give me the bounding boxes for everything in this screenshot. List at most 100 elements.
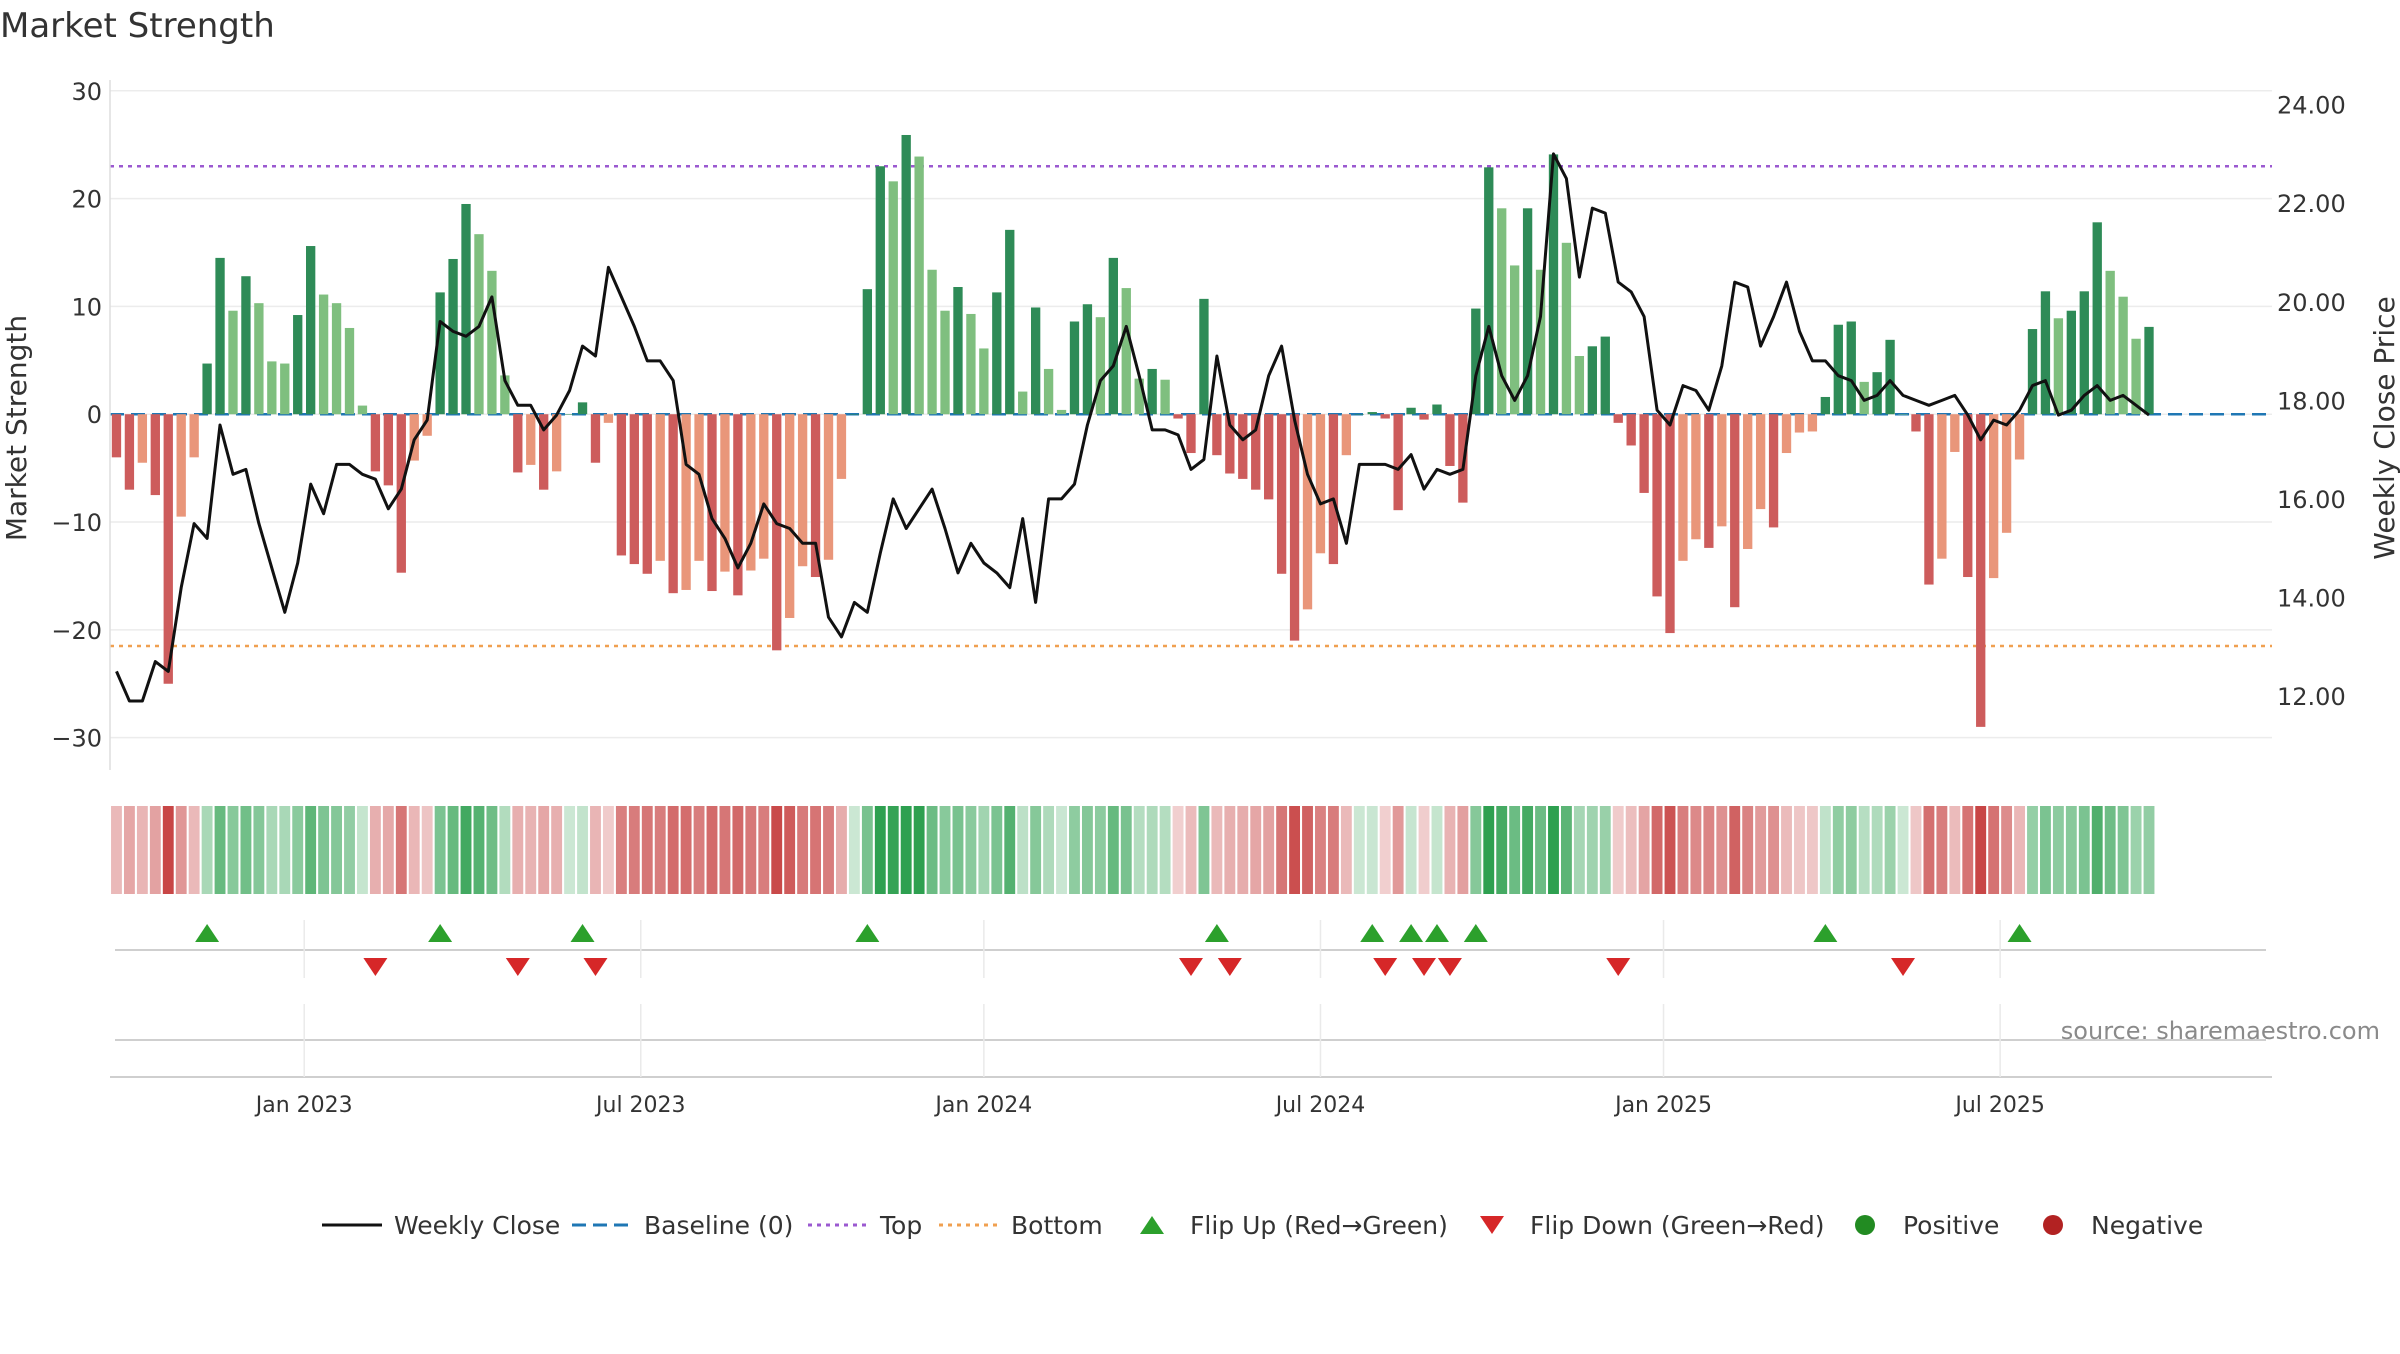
heat-cell bbox=[499, 806, 511, 894]
strength-bar bbox=[228, 310, 238, 415]
heat-cell bbox=[667, 806, 679, 894]
strength-bar bbox=[254, 303, 264, 415]
heat-cell bbox=[1690, 806, 1702, 894]
heat-cell bbox=[486, 806, 498, 894]
strength-bar bbox=[1820, 396, 1831, 415]
heat-cell bbox=[318, 806, 330, 894]
heat-cell bbox=[369, 806, 381, 894]
strength-bar bbox=[1095, 317, 1106, 415]
flip-up-marker bbox=[2007, 924, 2032, 942]
y2-tick-label: 20.00 bbox=[2277, 289, 2346, 317]
legend-item[interactable]: Flip Up (Red→Green) bbox=[1140, 1211, 1448, 1240]
heat-cell bbox=[421, 806, 433, 894]
strength-bar bbox=[1587, 346, 1597, 415]
strength-bar bbox=[1380, 414, 1390, 419]
legend-symbol-flip-up bbox=[1140, 1216, 1164, 1234]
legend-item[interactable]: Bottom bbox=[939, 1211, 1103, 1240]
heat-cell bbox=[1509, 806, 1521, 894]
heat-cell bbox=[149, 806, 161, 894]
heat-cell bbox=[1806, 806, 1818, 894]
strength-bar bbox=[1898, 414, 1908, 415]
heat-cell bbox=[1638, 806, 1650, 894]
strength-bar bbox=[1069, 321, 1080, 415]
heat-cell bbox=[1043, 806, 1055, 894]
heat-cell bbox=[1858, 806, 1870, 894]
strength-bar bbox=[1289, 414, 1300, 641]
heat-cell bbox=[1276, 806, 1288, 894]
legend-item[interactable]: Top bbox=[808, 1211, 922, 1240]
strength-bar bbox=[111, 414, 122, 458]
strength-bar bbox=[215, 257, 225, 415]
flip-up-marker bbox=[1399, 924, 1424, 942]
strength-bar bbox=[1458, 414, 1468, 503]
heat-cell bbox=[1716, 806, 1728, 894]
strength-bar bbox=[1354, 414, 1364, 415]
strength-bar bbox=[759, 414, 769, 559]
legend-label: Flip Up (Red→Green) bbox=[1190, 1211, 1448, 1240]
heat-cell bbox=[1677, 806, 1689, 894]
heat-cell bbox=[628, 806, 640, 894]
heat-cell bbox=[1845, 806, 1857, 894]
heat-cell bbox=[577, 806, 588, 894]
strength-bar bbox=[1561, 242, 1572, 415]
strength-bar bbox=[733, 414, 743, 596]
strength-bar bbox=[772, 414, 782, 651]
strength-bar bbox=[163, 414, 173, 684]
heat-cell bbox=[590, 806, 601, 894]
strength-bar bbox=[746, 414, 756, 571]
strength-bar bbox=[1781, 414, 1792, 454]
strength-bar bbox=[642, 414, 652, 574]
heat-cell bbox=[1069, 806, 1080, 894]
strength-bar bbox=[1691, 414, 1701, 540]
y2-tick-label: 16.00 bbox=[2277, 486, 2346, 514]
strength-bar bbox=[1484, 167, 1494, 415]
flip-down-marker bbox=[1412, 958, 1437, 976]
strength-bar bbox=[1807, 414, 1818, 432]
strength-bar bbox=[901, 134, 911, 415]
heat-cell bbox=[2001, 806, 2013, 894]
strength-bar bbox=[487, 270, 497, 415]
strength-bar bbox=[435, 292, 445, 415]
strength-bar bbox=[1186, 414, 1196, 454]
legend-item[interactable]: Baseline (0) bbox=[572, 1211, 793, 1240]
heat-cell bbox=[1327, 806, 1339, 894]
heat-cell bbox=[732, 806, 744, 894]
flip-up-marker bbox=[1463, 924, 1488, 942]
strength-bar bbox=[1276, 414, 1287, 574]
heat-cell bbox=[434, 806, 446, 894]
legend-item[interactable]: Weekly Close bbox=[322, 1211, 560, 1240]
strength-bar bbox=[370, 414, 381, 472]
strength-bar bbox=[616, 414, 627, 556]
heat-cell bbox=[1289, 806, 1301, 894]
heat-cell bbox=[1340, 806, 1352, 894]
strength-bar bbox=[2079, 291, 2089, 415]
strength-bar bbox=[2027, 329, 2038, 415]
heat-cell bbox=[227, 806, 239, 894]
heat-cell bbox=[900, 806, 912, 894]
strength-bar bbox=[306, 246, 316, 415]
strength-bar bbox=[629, 414, 639, 565]
flip-down-marker bbox=[1373, 958, 1398, 976]
heat-cell bbox=[2117, 806, 2129, 894]
heat-cell bbox=[111, 806, 122, 894]
heat-cell bbox=[2014, 806, 2025, 894]
heat-cell bbox=[1988, 806, 2000, 894]
strength-bar bbox=[707, 414, 717, 592]
legend-item[interactable]: Positive bbox=[1855, 1211, 1999, 1240]
heat-cell bbox=[1094, 806, 1106, 894]
strength-bar bbox=[137, 414, 148, 463]
heat-cell bbox=[460, 806, 472, 894]
legend-item[interactable]: Negative bbox=[2043, 1211, 2203, 1240]
strength-bar bbox=[1522, 208, 1533, 415]
heat-cell bbox=[965, 806, 977, 894]
heat-cell bbox=[1224, 806, 1236, 894]
heat-cell bbox=[887, 806, 899, 894]
legend-item[interactable]: Flip Down (Green→Red) bbox=[1480, 1211, 1825, 1240]
strength-bar bbox=[1574, 356, 1585, 415]
strength-bar bbox=[2105, 270, 2115, 415]
strength-bar bbox=[953, 287, 963, 415]
strength-bar bbox=[927, 269, 937, 415]
strength-bar bbox=[1199, 298, 1209, 415]
flip-up-marker bbox=[570, 924, 595, 942]
strength-bar bbox=[2040, 291, 2051, 415]
